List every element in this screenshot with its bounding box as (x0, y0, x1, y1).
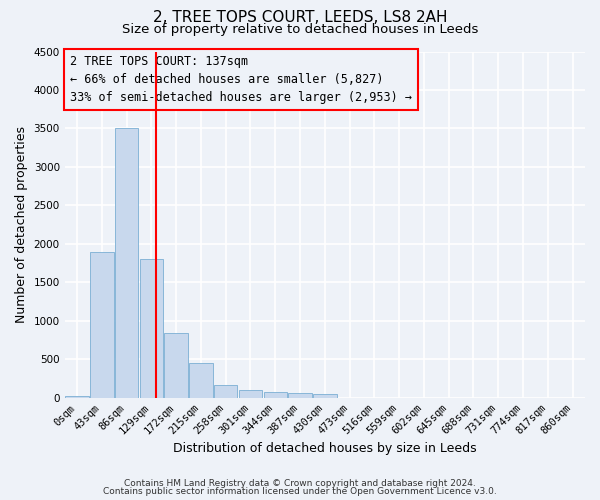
Text: Contains public sector information licensed under the Open Government Licence v3: Contains public sector information licen… (103, 487, 497, 496)
Y-axis label: Number of detached properties: Number of detached properties (15, 126, 28, 323)
Bar (65, 396, 89, 398)
Bar (288, 394, 312, 398)
Bar (263, 392, 287, 398)
Bar (140, 260, 163, 398)
Text: Size of property relative to detached houses in Leeds: Size of property relative to detached ho… (122, 22, 478, 36)
Bar (90, 252, 113, 398)
Bar (214, 384, 238, 398)
Bar (313, 394, 337, 398)
Bar (164, 332, 188, 398)
Text: 2 TREE TOPS COURT: 137sqm
← 66% of detached houses are smaller (5,827)
33% of se: 2 TREE TOPS COURT: 137sqm ← 66% of detac… (70, 55, 412, 104)
Bar (115, 128, 139, 398)
Text: 2, TREE TOPS COURT, LEEDS, LS8 2AH: 2, TREE TOPS COURT, LEEDS, LS8 2AH (153, 10, 447, 25)
Text: Contains HM Land Registry data © Crown copyright and database right 2024.: Contains HM Land Registry data © Crown c… (124, 478, 476, 488)
X-axis label: Distribution of detached houses by size in Leeds: Distribution of detached houses by size … (173, 442, 476, 455)
Bar (189, 364, 213, 398)
Bar (239, 390, 262, 398)
